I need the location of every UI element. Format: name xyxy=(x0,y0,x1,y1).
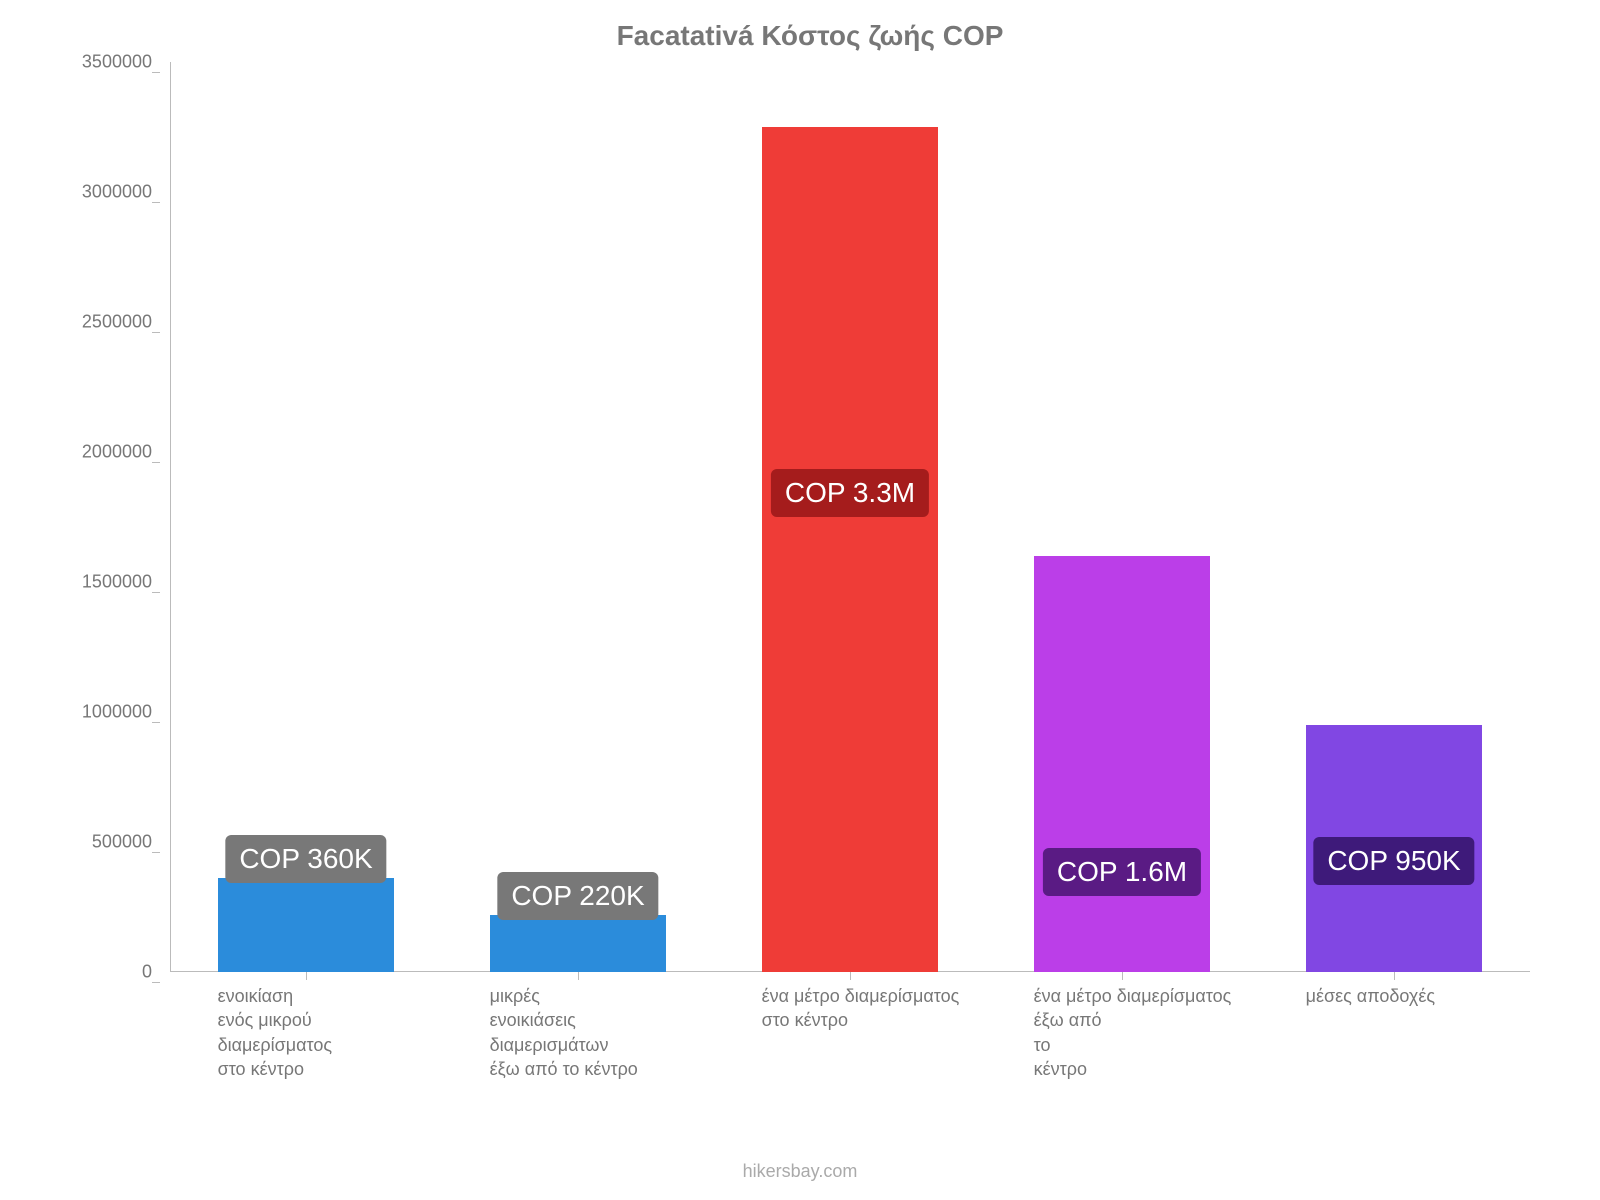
x-tick-mark xyxy=(306,972,307,980)
bar-value-label: COP 220K xyxy=(497,872,658,920)
y-axis-line xyxy=(170,62,171,972)
y-tick-label: 500000 xyxy=(52,832,152,853)
bar-value-label: COP 1.6M xyxy=(1043,848,1201,896)
x-category-label: ένα μέτρο διαμερίσματοςέξω απότοκέντρο xyxy=(1034,984,1264,1081)
y-tick-mark xyxy=(152,722,160,723)
bar xyxy=(490,915,667,972)
bar xyxy=(762,127,939,972)
bar-value-label: COP 950K xyxy=(1313,837,1474,885)
y-tick-mark xyxy=(152,852,160,853)
x-category-label: ενοικίασηενός μικρούδιαμερίσματοςστο κέν… xyxy=(218,984,448,1081)
x-axis-labels: ενοικίασηενός μικρούδιαμερίσματοςστο κέν… xyxy=(170,972,1530,1122)
chart-title: Facatativá Κόστος ζωής COP xyxy=(60,20,1560,52)
cost-of-living-bar-chart: Facatativá Κόστος ζωής COP 0500000100000… xyxy=(60,20,1560,1120)
y-tick-mark xyxy=(152,592,160,593)
x-tick-mark xyxy=(578,972,579,980)
y-tick-mark xyxy=(152,202,160,203)
y-tick-label: 1000000 xyxy=(52,702,152,723)
x-tick-mark xyxy=(1394,972,1395,980)
x-tick-mark xyxy=(1122,972,1123,980)
bar xyxy=(1034,556,1211,972)
y-tick-mark xyxy=(152,982,160,983)
y-tick-label: 3000000 xyxy=(52,182,152,203)
plot-wrap: 0500000100000015000002000000250000030000… xyxy=(170,62,1530,972)
y-tick-label: 2000000 xyxy=(52,442,152,463)
x-category-label: ένα μέτρο διαμερίσματοςστο κέντρο xyxy=(762,984,992,1033)
y-tick-label: 1500000 xyxy=(52,572,152,593)
x-category-label: μέσες αποδοχές xyxy=(1306,984,1536,1008)
y-tick-mark xyxy=(152,72,160,73)
x-tick-mark xyxy=(850,972,851,980)
y-tick-label: 0 xyxy=(52,962,152,983)
y-tick-mark xyxy=(152,462,160,463)
plot-area: COP 360K COP 220K COP 3.3M COP 1.6M COP 950K xyxy=(170,62,1530,972)
y-tick-label: 3500000 xyxy=(52,52,152,73)
bar xyxy=(218,878,395,972)
x-category-label: μικρέςενοικιάσειςδιαμερισμάτωνέξω από το… xyxy=(490,984,720,1081)
y-tick-mark xyxy=(152,332,160,333)
attribution-text: hikersbay.com xyxy=(0,1161,1600,1182)
bar-value-label: COP 360K xyxy=(225,835,386,883)
y-axis: 0500000100000015000002000000250000030000… xyxy=(60,62,160,972)
bar-value-label: COP 3.3M xyxy=(771,469,929,517)
y-tick-label: 2500000 xyxy=(52,312,152,333)
